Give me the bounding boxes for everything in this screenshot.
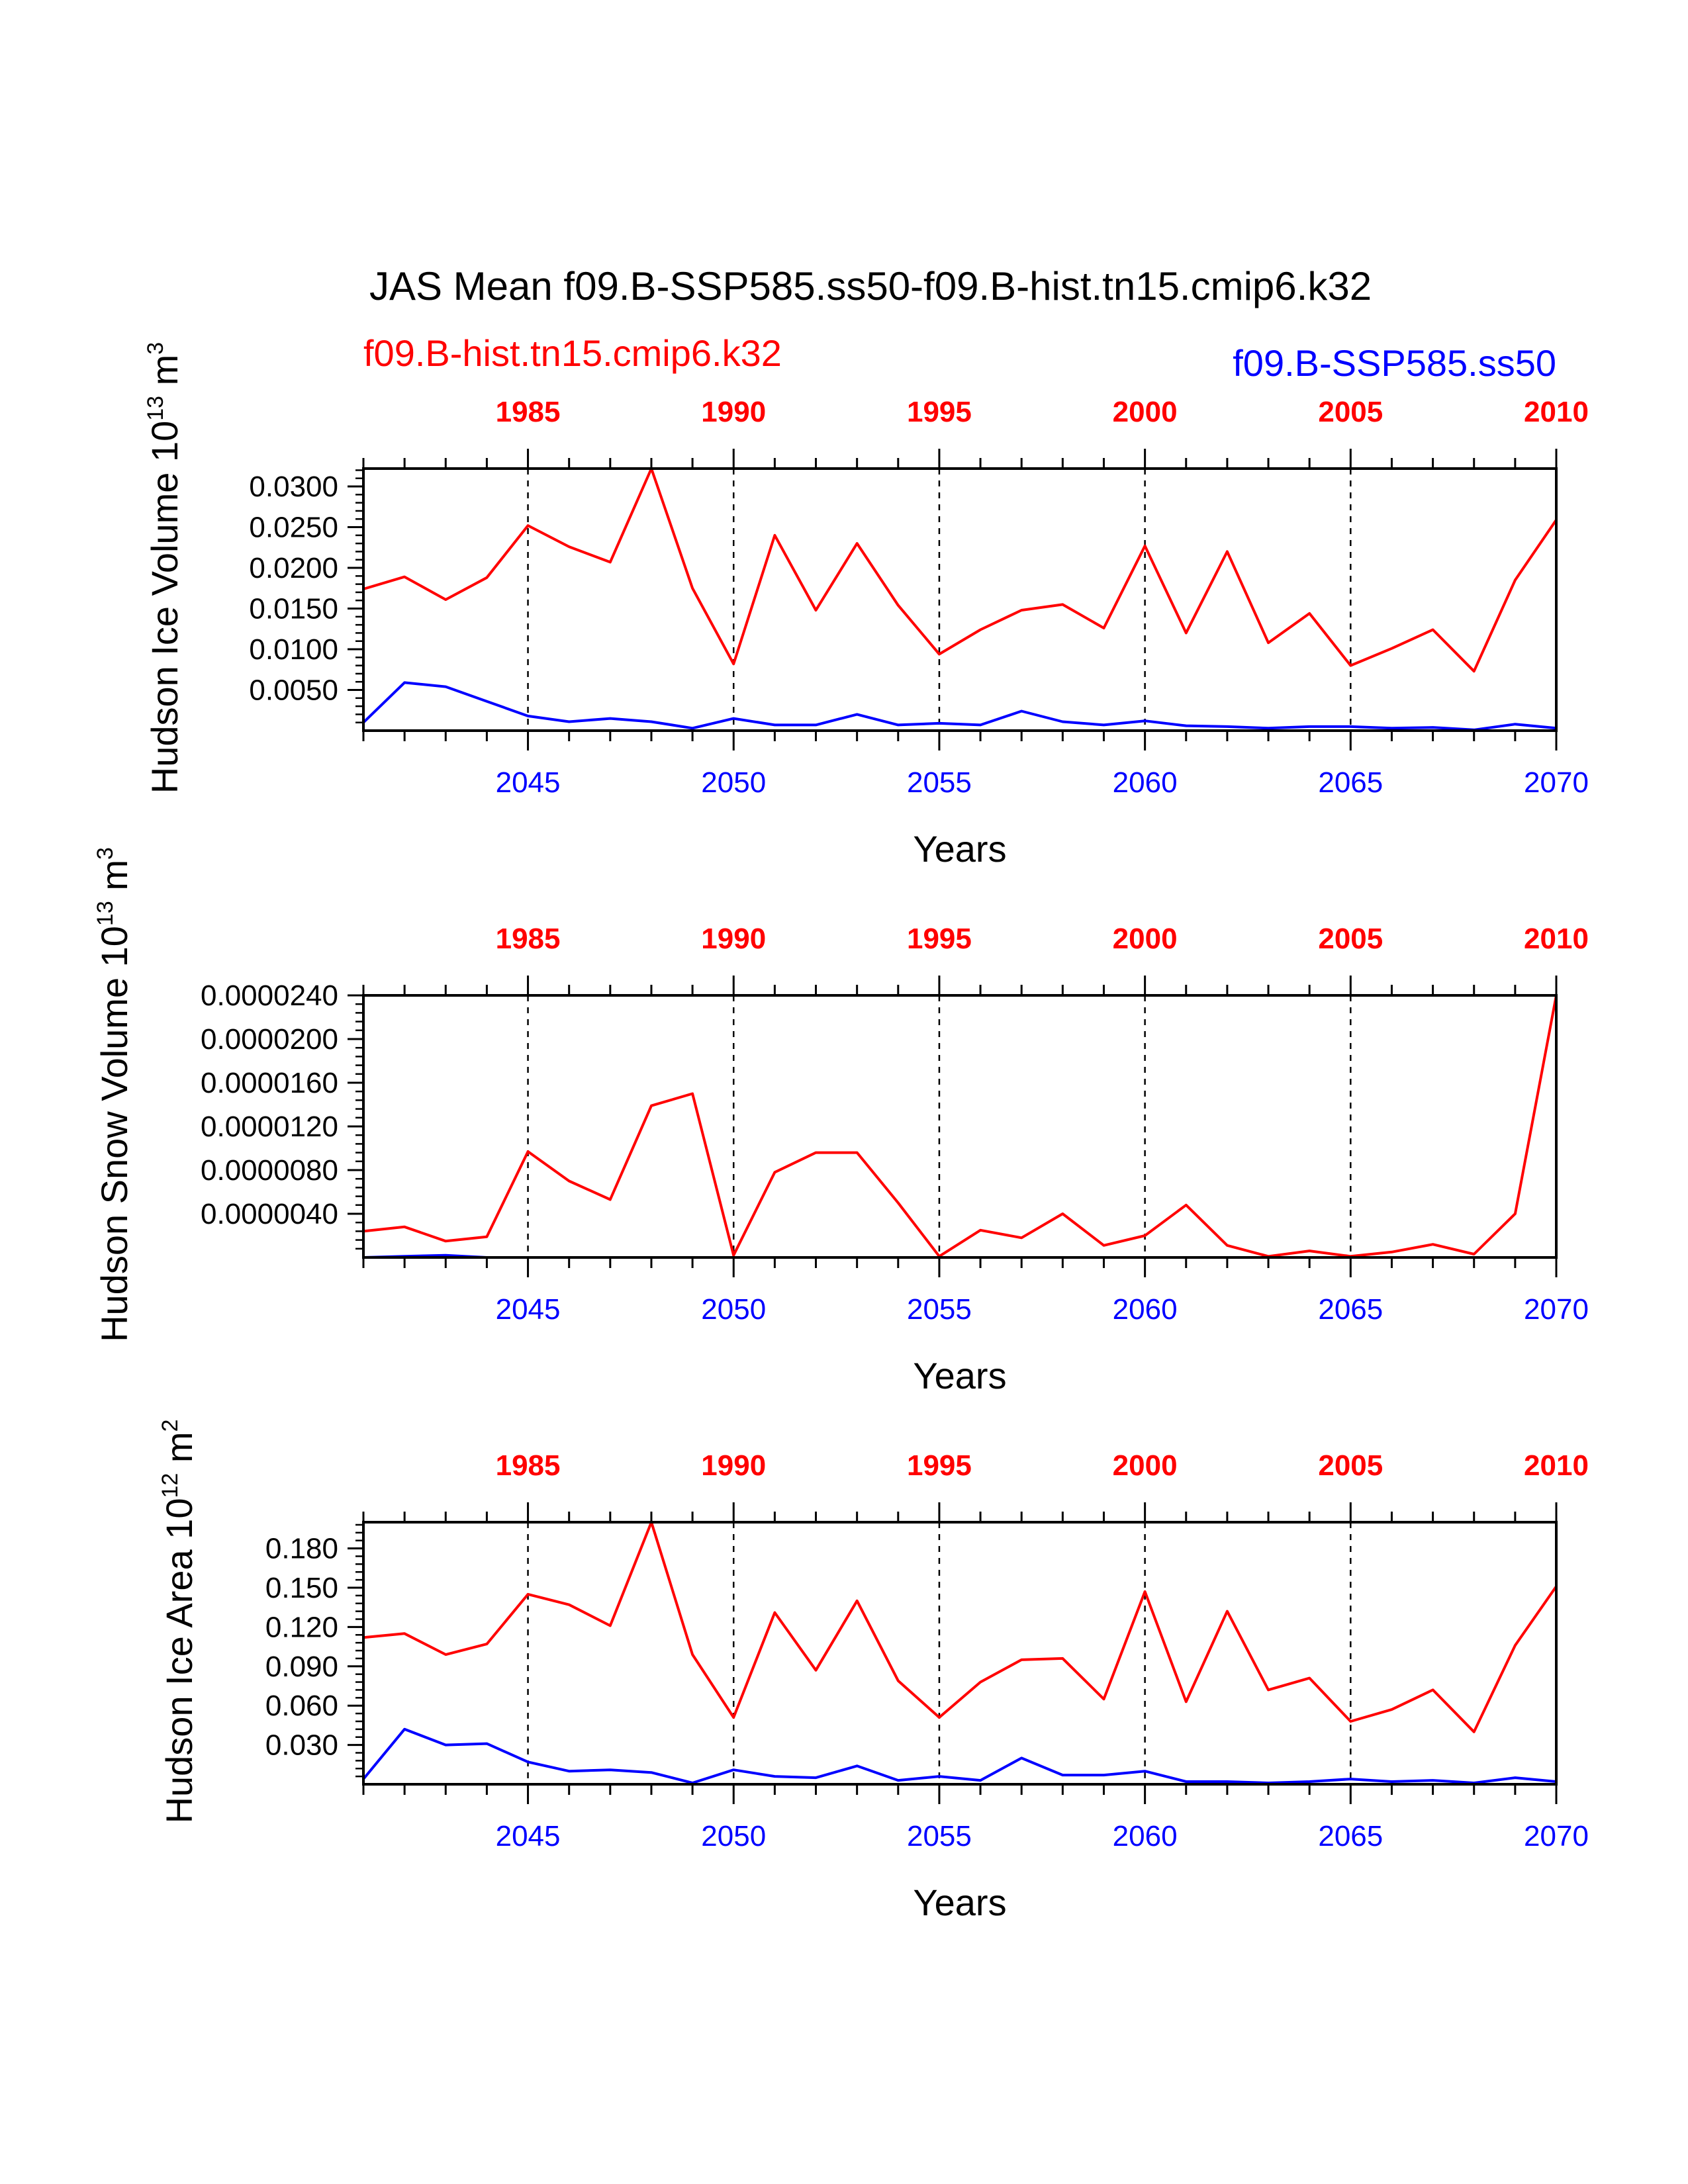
x-tick-label-top: 1990 [701, 1449, 766, 1482]
x-tick-label-bottom: 2055 [907, 1820, 972, 1852]
chart-panel-2: 2045 2050 2055 2060 2065 2070 1985 1990 1995 2000… [93, 847, 1589, 1396]
x-tick-label-top: 1990 [701, 923, 766, 955]
y-label-superscript: 2 [158, 1420, 183, 1432]
y-tick-label: 0.0250 [249, 512, 338, 544]
y-tick-label: 0.090 [265, 1651, 338, 1683]
series-line-red [363, 1521, 1558, 1733]
x-tick-label-bottom: 2045 [496, 1293, 561, 1326]
y-tick-label: 0.060 [265, 1690, 338, 1722]
y-tick-label: 0.0000200 [201, 1023, 338, 1056]
x-tick-label-bottom: 2070 [1524, 766, 1589, 799]
series-line-blue [362, 1727, 1557, 1784]
x-tick-label-bottom: 2060 [1113, 1293, 1178, 1326]
x-axis-label: Years [913, 1355, 1006, 1396]
plot-frame [362, 994, 1558, 1259]
y-label-superscript: 3 [143, 342, 168, 355]
y-label-text: m [144, 355, 185, 396]
y-label-text: m [93, 860, 135, 901]
y-tick-label: 0.0000040 [201, 1198, 338, 1230]
chart-panel-3: 2045 2050 2055 2060 2065 2070 1985 1990 1995 2000… [158, 1420, 1589, 1923]
y-label-text: Hudson Ice Volume 10 [144, 421, 185, 794]
y-label-superscript: 12 [158, 1473, 183, 1498]
y-label-text: Hudson Ice Area 10 [158, 1498, 200, 1824]
x-tick-label-bottom: 2065 [1318, 1293, 1383, 1326]
y-tick-label: 0.0000160 [201, 1067, 338, 1099]
series-line-blue [362, 681, 1557, 731]
x-tick-label-bottom: 2055 [907, 766, 972, 799]
x-tick-label-top: 2000 [1113, 396, 1178, 428]
y-tick-label: 0.150 [265, 1572, 338, 1604]
series-line-red [363, 995, 1558, 1258]
y-tick-label: 0.0300 [249, 471, 338, 503]
x-tick-label-top: 2010 [1524, 1449, 1589, 1482]
legend-blue-series: f09.B-SSP585.ss50 [1233, 342, 1556, 384]
y-label-text: m [158, 1432, 200, 1473]
y-axis-label: Hudson Snow Volume 1013 m3 [93, 847, 135, 1342]
x-tick-label-bottom: 2050 [701, 1820, 766, 1852]
x-tick-label-top: 2000 [1113, 1449, 1178, 1482]
x-tick-label-top: 2005 [1318, 923, 1383, 955]
x-tick-label-bottom: 2070 [1524, 1820, 1589, 1852]
y-tick-label: 0.0000120 [201, 1111, 338, 1143]
x-tick-label-top: 2010 [1524, 396, 1589, 428]
x-tick-label-top: 2000 [1113, 923, 1178, 955]
x-tick-label-bottom: 2050 [701, 1293, 766, 1326]
y-tick-label: 0.0100 [249, 633, 338, 666]
x-tick-label-top: 1995 [907, 1449, 972, 1482]
x-tick-label-top: 1985 [496, 923, 561, 955]
x-tick-label-top: 1995 [907, 396, 972, 428]
x-tick-label-bottom: 2070 [1524, 1293, 1589, 1326]
y-tick-label: 0.0000240 [201, 979, 338, 1012]
y-tick-label: 0.180 [265, 1533, 338, 1565]
y-tick-label: 0.0200 [249, 552, 338, 584]
x-tick-label-bottom: 2050 [701, 766, 766, 799]
x-tick-label-top: 1985 [496, 396, 561, 428]
legend-red-series: f09.B-hist.tn15.cmip6.k32 [363, 332, 782, 374]
x-tick-label-bottom: 2060 [1113, 1820, 1178, 1852]
x-tick-label-bottom: 2065 [1318, 1820, 1383, 1852]
x-tick-label-top: 2005 [1318, 1449, 1383, 1482]
x-tick-label-top: 2010 [1524, 923, 1589, 955]
x-tick-label-bottom: 2045 [496, 1820, 561, 1852]
x-tick-label-bottom: 2055 [907, 1293, 972, 1326]
y-label-superscript: 13 [143, 396, 168, 421]
x-tick-label-top: 2005 [1318, 396, 1383, 428]
x-tick-label-bottom: 2060 [1113, 766, 1178, 799]
y-label-superscript: 13 [93, 901, 118, 926]
x-tick-label-top: 1995 [907, 923, 972, 955]
x-tick-label-top: 1990 [701, 396, 766, 428]
x-axis-label: Years [913, 1882, 1006, 1923]
y-axis-label: Hudson Ice Volume 1013 m3 [143, 342, 185, 794]
x-tick-label-bottom: 2045 [496, 766, 561, 799]
y-tick-label: 0.030 [265, 1729, 338, 1762]
series-line-red [363, 467, 1558, 673]
y-label-text: Hudson Snow Volume 10 [93, 926, 135, 1342]
y-label-superscript: 3 [93, 847, 118, 860]
y-tick-label: 0.0000080 [201, 1154, 338, 1187]
plot-frame [362, 467, 1558, 732]
y-tick-label: 0.120 [265, 1611, 338, 1643]
chart-panel-1: 2045 2050 2055 2060 2065 2070 1985 1990 1995 2000… [143, 342, 1589, 870]
chart-title: JAS Mean f09.B-SSP585.ss50-f09.B-hist.tn… [369, 264, 1372, 308]
x-tick-label-top: 1985 [496, 1449, 561, 1482]
y-tick-label: 0.0050 [249, 674, 338, 707]
x-axis-label: Years [913, 828, 1006, 870]
x-tick-label-bottom: 2065 [1318, 766, 1383, 799]
y-axis-label: Hudson Ice Area 1012 m2 [158, 1420, 200, 1824]
y-tick-label: 0.0150 [249, 593, 338, 625]
plot-frame [362, 1521, 1558, 1786]
